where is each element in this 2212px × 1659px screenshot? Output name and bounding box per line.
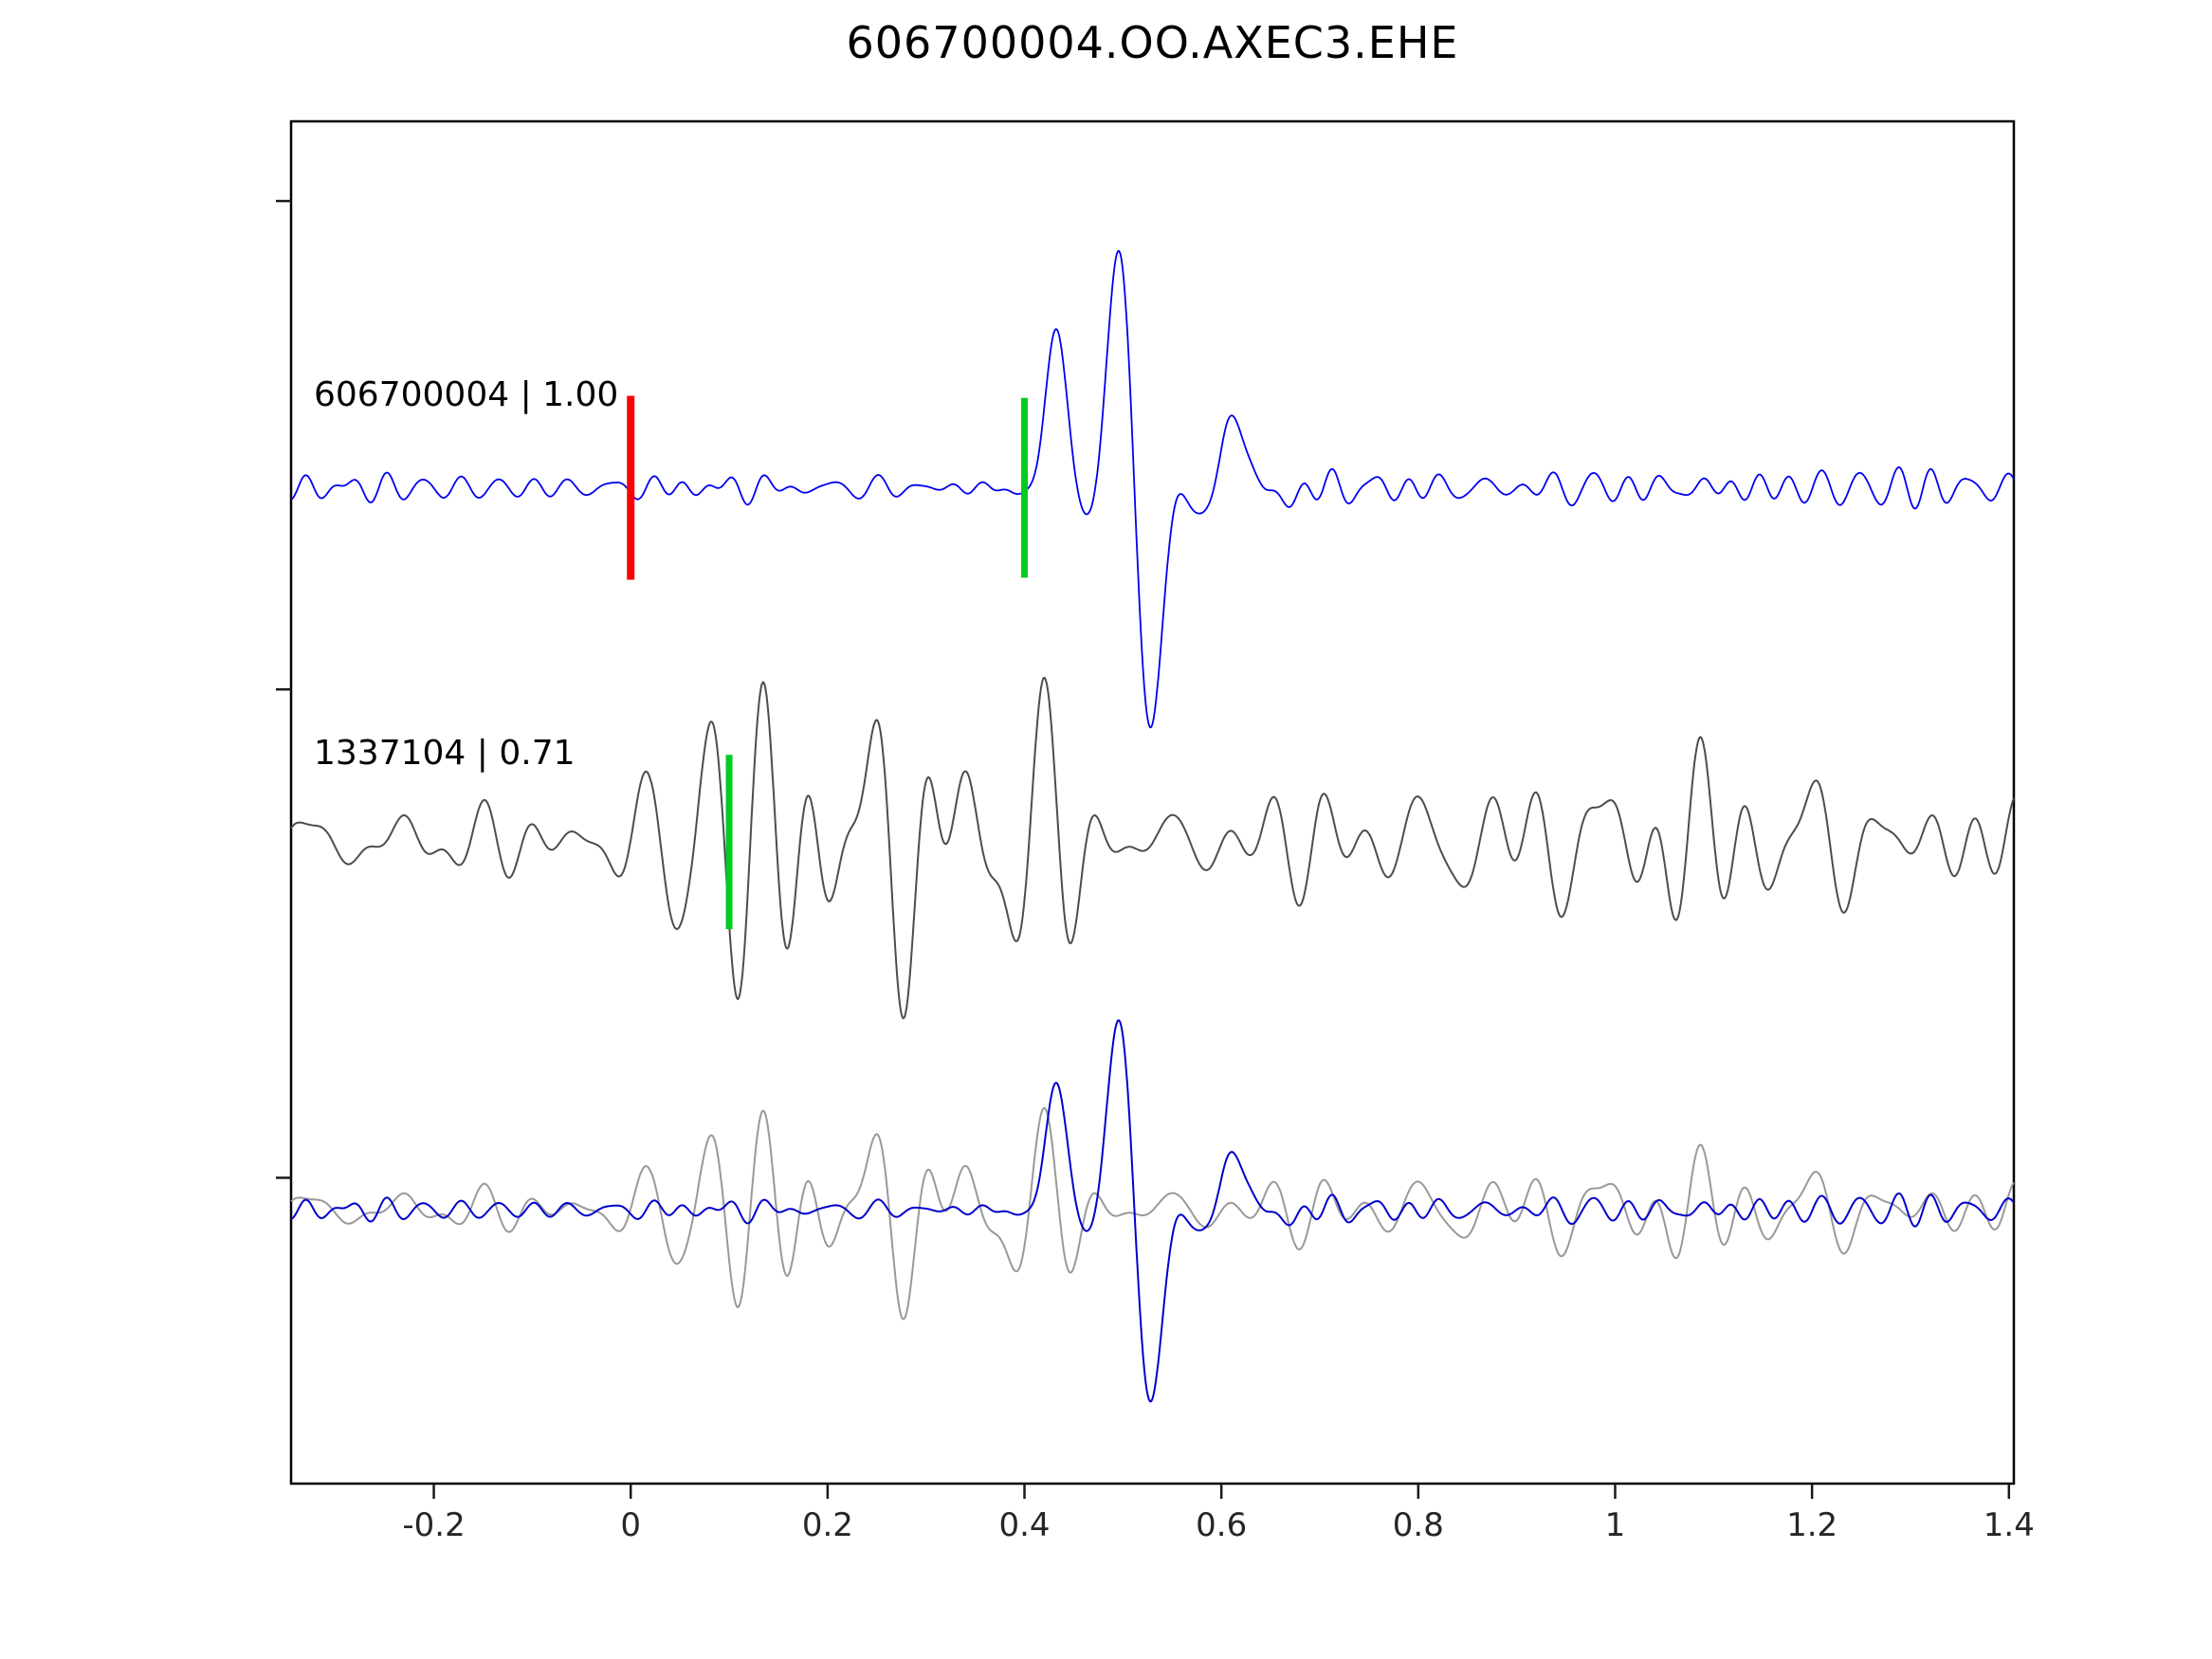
x-tick-label: 1 [1604,1506,1626,1544]
overlay-template-waveform [290,1019,2015,1403]
x-tick-label: 0.2 [801,1506,853,1544]
detection-trace-label: 1337104 | 0.71 [314,734,576,773]
x-tick-label: 0 [620,1506,642,1544]
axes-box [289,119,2016,1486]
x-tick-label: 0.6 [1196,1506,1248,1544]
detection-waveform [290,676,2015,1020]
pick-marker-detection-trace [725,755,733,930]
x-tick-label: -0.2 [402,1506,466,1544]
template-pick-marker [627,395,635,580]
x-tick-label: 0.4 [998,1506,1051,1544]
x-tick-label: 1.4 [1983,1506,2035,1544]
x-tick-label: 0.8 [1392,1506,1444,1544]
overlay-detection-waveform [290,1106,2015,1321]
template-trace-label: 606700004 | 1.00 [314,375,619,414]
chart-title: 606700004.OO.AXEC3.EHE [846,17,1459,68]
template-waveform [290,249,2015,729]
pick-marker-template-trace [1021,397,1029,578]
x-tick-label: 1.2 [1786,1506,1838,1544]
